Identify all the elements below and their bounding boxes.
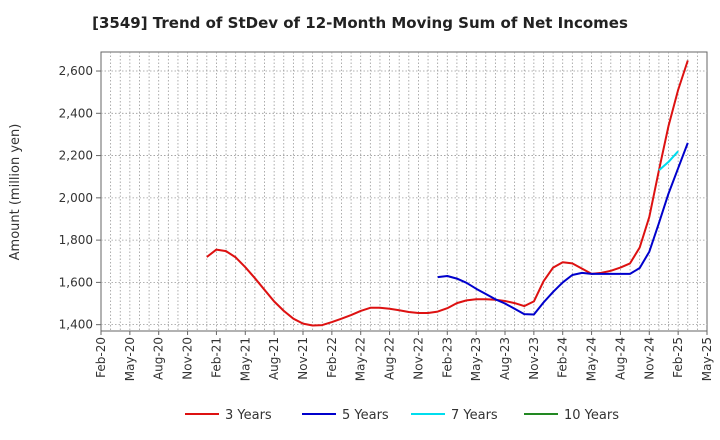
x-tick-label: May-20: [123, 337, 137, 381]
x-tick-label: Feb-22: [325, 337, 339, 378]
x-tick-label: Aug-22: [383, 337, 397, 380]
series-line-3-years: [206, 60, 689, 327]
x-tick-label: May-23: [469, 337, 483, 381]
x-tick-label: May-22: [354, 337, 368, 381]
y-tick-label: 2,600: [59, 64, 93, 78]
series-line-5-years: [437, 142, 689, 316]
x-tick-label: Feb-23: [440, 337, 454, 378]
legend-label: 5 Years: [342, 408, 389, 423]
plot-area: [100, 51, 708, 332]
x-tick-label: Feb-24: [556, 337, 570, 378]
legend-label: 10 Years: [564, 408, 619, 423]
y-tick-label: 2,200: [59, 149, 93, 163]
x-tick-label: Feb-21: [209, 337, 223, 378]
y-tick-label: 1,600: [59, 275, 93, 289]
x-tick-label: Aug-21: [267, 337, 281, 380]
series-group: [206, 60, 689, 327]
x-tick-label: May-24: [585, 337, 599, 381]
x-tick-label: Nov-20: [181, 337, 195, 380]
x-tick-label: Aug-23: [498, 337, 512, 380]
x-tick-label: Nov-24: [642, 337, 656, 380]
y-tick-label: 2,000: [59, 191, 93, 205]
x-tick-label: May-21: [238, 337, 252, 381]
y-tick-label: 1,400: [59, 318, 93, 332]
x-tick-label: Nov-22: [411, 337, 425, 380]
y-tick-label: 1,800: [59, 233, 93, 247]
x-tick-label: Feb-25: [671, 337, 685, 378]
x-axis: Feb-20 May-20 Aug-20 Nov-20 Feb-21 May-21 Aug-…: [94, 331, 714, 381]
x-tick-label: Aug-24: [613, 337, 627, 380]
legend-label: 7 Years: [451, 408, 498, 423]
y-axis-label: Amount (million yen): [8, 124, 23, 261]
chart-title: [3549] Trend of StDev of 12-Month Moving…: [92, 14, 628, 32]
grid: [101, 52, 707, 331]
x-tick-label: Feb-20: [94, 337, 108, 378]
x-tick-label: Nov-23: [527, 337, 541, 380]
legend: 3 Years 5 Years 7 Years 10 Years: [185, 408, 619, 423]
x-tick-label: May-25: [700, 337, 714, 381]
y-tick-label: 2,400: [59, 106, 93, 120]
series-line-7-years: [658, 150, 679, 172]
legend-label: 3 Years: [225, 408, 272, 423]
y-axis: 1,400 1,600 1,800 2,000 2,200 2,400 2,600: [59, 64, 101, 332]
x-tick-label: Nov-21: [296, 337, 310, 380]
x-tick-label: Aug-20: [152, 337, 166, 380]
